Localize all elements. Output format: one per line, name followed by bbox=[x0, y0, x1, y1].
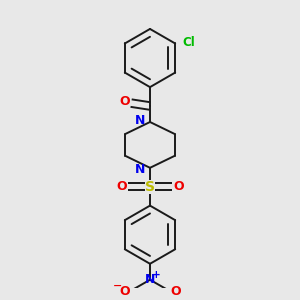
Text: O: O bbox=[119, 285, 130, 298]
Text: O: O bbox=[116, 180, 127, 193]
Text: N: N bbox=[145, 273, 155, 286]
Text: −: − bbox=[113, 280, 122, 291]
Text: N: N bbox=[134, 114, 145, 127]
Text: S: S bbox=[145, 180, 155, 194]
Text: O: O bbox=[173, 180, 184, 193]
Text: O: O bbox=[119, 95, 130, 108]
Text: Cl: Cl bbox=[182, 35, 195, 49]
Text: N: N bbox=[134, 163, 145, 176]
Text: +: + bbox=[152, 269, 161, 280]
Text: O: O bbox=[170, 285, 181, 298]
